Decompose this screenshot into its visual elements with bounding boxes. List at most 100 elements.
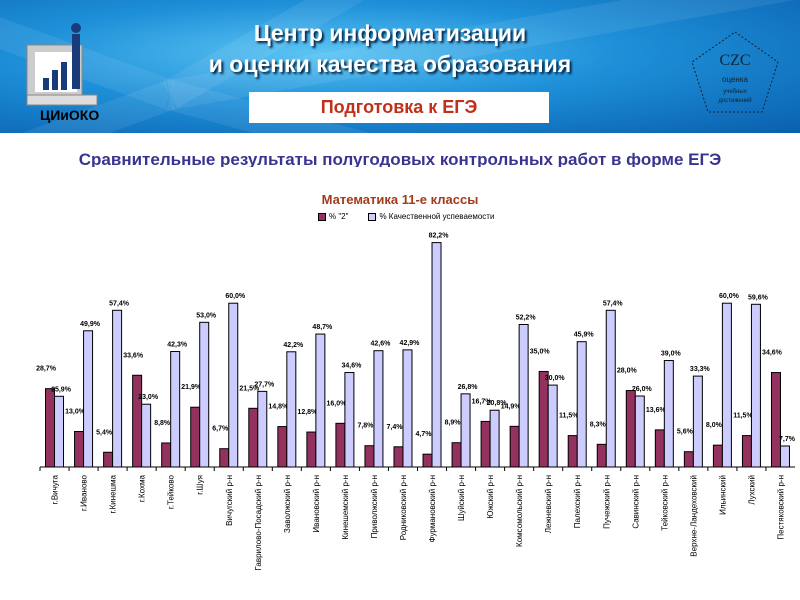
data-label: 14,8% xyxy=(268,404,289,411)
bar-quality xyxy=(315,333,326,468)
bar-fail xyxy=(770,372,781,468)
data-label: 49,9% xyxy=(80,321,101,328)
bar-quality xyxy=(141,403,152,468)
bar-quality xyxy=(402,349,413,468)
category-label: Фурмановский р-н xyxy=(428,475,437,543)
bar-quality xyxy=(779,445,790,468)
data-label: 13,0% xyxy=(65,409,86,416)
bar-fail xyxy=(480,420,491,468)
data-label: 42,6% xyxy=(371,341,392,348)
svg-text:ЦИиОКО: ЦИиОКО xyxy=(40,107,99,123)
bar-fail xyxy=(277,426,288,468)
data-label: 42,3% xyxy=(167,342,188,349)
bar-quality xyxy=(489,409,500,468)
data-label: 8,3% xyxy=(590,421,607,428)
data-label: 33,3% xyxy=(690,366,711,373)
bar-fail xyxy=(596,443,607,468)
bar-fail xyxy=(654,429,665,468)
category-label: Шуйский р-н xyxy=(457,475,466,521)
legend-swatch xyxy=(318,212,326,221)
category-label: Вичугский р-н xyxy=(225,475,234,526)
bar-fail xyxy=(190,406,201,468)
data-label: 26,8% xyxy=(458,384,479,391)
seal-logo: CZC оценка учебных достижений xyxy=(690,30,780,115)
data-label: 4,7% xyxy=(416,431,433,438)
category-label: г.Вичуга xyxy=(51,474,60,504)
bar-quality xyxy=(373,350,384,468)
data-label: 21,5% xyxy=(239,385,260,392)
data-label: 57,4% xyxy=(603,300,624,307)
data-label: 39,0% xyxy=(661,351,682,358)
bar-quality xyxy=(663,360,674,468)
category-label: г.Шуя xyxy=(196,475,205,495)
legend-label: % Качественной успеваемости xyxy=(379,212,495,221)
category-label: г.Тейково xyxy=(167,474,176,509)
legend-item-quality: % Качественной успеваемости xyxy=(368,212,494,221)
data-label: 14,9% xyxy=(501,403,522,410)
data-label: 26,0% xyxy=(632,386,653,393)
legend-swatch xyxy=(368,212,377,221)
bar-quality xyxy=(750,303,761,468)
category-label: Палехский р-н xyxy=(573,475,582,528)
data-label: 20,8% xyxy=(487,400,508,407)
bar-fail xyxy=(451,442,462,468)
bar-fail xyxy=(248,407,259,468)
data-label: 25,9% xyxy=(51,386,72,393)
bar-quality xyxy=(547,384,558,468)
category-label: Лежневский р-н xyxy=(544,475,553,533)
bar-fail xyxy=(509,425,520,468)
bar-fail xyxy=(538,370,549,468)
bar-fail xyxy=(393,446,404,468)
bar-quality xyxy=(228,302,239,468)
bar-quality xyxy=(518,323,529,468)
chart-legend: % "2" % Качественной успеваемости xyxy=(318,212,494,221)
data-label: 16,0% xyxy=(326,400,347,407)
header-title: Центр информатизации и оценки качества о… xyxy=(180,18,600,80)
data-label: 34,6% xyxy=(341,363,362,370)
bar-fail xyxy=(132,374,143,468)
category-label: Тейковский р-н xyxy=(660,475,669,531)
legend-item-fail: % "2" xyxy=(318,212,348,221)
category-label: Ивановский р-н xyxy=(312,475,321,533)
bar-quality xyxy=(460,393,471,468)
data-label: 6,7% xyxy=(212,426,229,433)
bar-quality xyxy=(83,330,94,468)
bar-fail xyxy=(567,435,578,468)
data-label: 16,7% xyxy=(472,398,493,405)
data-label: 7,8% xyxy=(357,423,374,430)
data-label: 57,4% xyxy=(109,300,130,307)
data-label: 33,6% xyxy=(123,352,144,359)
data-label: 7,4% xyxy=(386,424,403,431)
data-label: 27,7% xyxy=(254,381,275,388)
data-label: 8,9% xyxy=(445,420,462,427)
data-label: 48,7% xyxy=(312,324,333,331)
legend-label: % "2" xyxy=(329,212,349,221)
bar-fail xyxy=(625,390,636,468)
bar-fail xyxy=(45,388,56,468)
svg-text:учебных: учебных xyxy=(723,89,746,95)
data-label: 7,7% xyxy=(779,436,796,443)
bar-quality xyxy=(431,242,442,468)
header-banner: ЦИиОКО Центр информатизации и оценки кач… xyxy=(0,0,800,133)
svg-text:оценка: оценка xyxy=(722,75,748,84)
bar-quality xyxy=(257,390,268,468)
data-label: 30,0% xyxy=(545,375,566,382)
svg-text:CZC: CZC xyxy=(719,52,750,69)
data-label: 34,6% xyxy=(762,350,783,357)
bar-fail xyxy=(422,453,433,468)
category-label: Ильинский xyxy=(718,475,727,515)
bar-quality xyxy=(112,309,123,468)
data-label: 5,6% xyxy=(677,429,694,436)
bar-fail xyxy=(364,445,375,468)
category-label: Заволжский р-н xyxy=(283,475,292,533)
category-label: Верхне-Ландеховский xyxy=(689,475,698,557)
bar-fail xyxy=(74,431,85,468)
svg-text:достижений: достижений xyxy=(718,97,751,104)
data-label: 23,0% xyxy=(138,394,159,401)
data-label: 60,0% xyxy=(225,293,246,300)
banner-label: Подготовка к ЕГЭ xyxy=(249,92,549,123)
category-label: Гаврилово-Посадский р-н xyxy=(254,475,263,571)
bar-quality xyxy=(692,375,703,468)
data-label: 13,6% xyxy=(646,407,667,414)
